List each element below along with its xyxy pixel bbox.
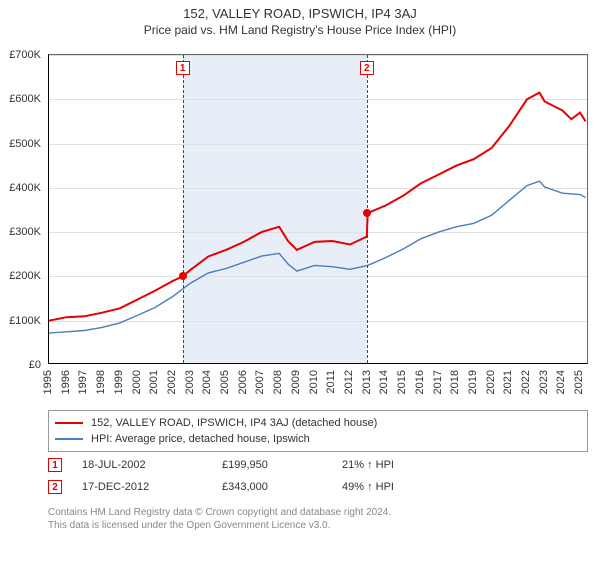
x-axis-label: 2021 — [502, 370, 514, 394]
sale-badge: 2 — [48, 480, 62, 494]
sale-date: 17-DEC-2012 — [82, 481, 222, 493]
chart-subtitle: Price paid vs. HM Land Registry's House … — [0, 23, 600, 37]
footer-line: Contains HM Land Registry data © Crown c… — [48, 506, 588, 519]
x-axis-label: 2025 — [573, 370, 585, 394]
legend-item: HPI: Average price, detached house, Ipsw… — [55, 431, 581, 447]
x-axis-label: 2020 — [485, 370, 497, 394]
x-axis-label: 2015 — [396, 370, 408, 394]
y-axis-label: £600K — [9, 93, 41, 105]
y-axis-label: £200K — [9, 270, 41, 282]
x-axis-label: 2017 — [432, 370, 444, 394]
x-axis-label: 2005 — [219, 370, 231, 394]
x-axis-label: 2019 — [467, 370, 479, 394]
x-axis-label: 1997 — [77, 370, 89, 394]
sale-diff: 21% ↑ HPI — [342, 459, 462, 471]
y-axis-label: £0 — [29, 359, 41, 371]
footer-line: This data is licensed under the Open Gov… — [48, 519, 588, 532]
x-axis-label: 2012 — [343, 370, 355, 394]
y-axis-label: £400K — [9, 182, 41, 194]
footer-attribution: Contains HM Land Registry data © Crown c… — [48, 506, 588, 532]
x-axis-label: 1999 — [113, 370, 125, 394]
marker-badge: 2 — [360, 61, 374, 75]
x-axis-label: 2013 — [361, 370, 373, 394]
x-axis-label: 2018 — [449, 370, 461, 394]
marker-dot — [363, 209, 371, 217]
x-axis-label: 2016 — [414, 370, 426, 394]
x-axis-label: 2007 — [254, 370, 266, 394]
x-axis-label: 1995 — [42, 370, 54, 394]
x-axis-label: 2022 — [520, 370, 532, 394]
x-axis-label: 2002 — [166, 370, 178, 394]
legend-swatch — [55, 438, 83, 440]
legend-item: 152, VALLEY ROAD, IPSWICH, IP4 3AJ (deta… — [55, 415, 581, 431]
legend-label: 152, VALLEY ROAD, IPSWICH, IP4 3AJ (deta… — [91, 415, 377, 431]
y-axis-label: £100K — [9, 315, 41, 327]
x-axis-label: 2024 — [555, 370, 567, 394]
x-axis-label: 2010 — [308, 370, 320, 394]
x-axis-label: 2023 — [538, 370, 550, 394]
series-line — [49, 181, 586, 333]
sale-date: 18-JUL-2002 — [82, 459, 222, 471]
y-axis-label: £300K — [9, 226, 41, 238]
x-axis-label: 2011 — [325, 370, 337, 394]
x-axis-label: 2006 — [237, 370, 249, 394]
x-axis-label: 1998 — [95, 370, 107, 394]
marker-dot — [179, 272, 187, 280]
sale-diff: 49% ↑ HPI — [342, 481, 462, 493]
marker-badge: 1 — [176, 61, 190, 75]
y-axis-label: £700K — [9, 49, 41, 61]
sale-price: £343,000 — [222, 481, 342, 493]
x-axis-label: 2014 — [378, 370, 390, 394]
table-row: 1 18-JUL-2002£199,95021% ↑ HPI — [48, 454, 588, 476]
marker-line — [183, 55, 184, 363]
sales-table: 1 18-JUL-2002£199,95021% ↑ HPI 2 17-DEC-201… — [48, 454, 588, 498]
chart-lines — [49, 55, 589, 365]
chart-title: 152, VALLEY ROAD, IPSWICH, IP4 3AJ — [0, 6, 600, 21]
x-axis-label: 2003 — [184, 370, 196, 394]
x-axis-label: 1996 — [60, 370, 72, 394]
series-line — [49, 93, 586, 321]
x-axis-label: 2004 — [201, 370, 213, 394]
x-axis-label: 2008 — [272, 370, 284, 394]
plot-area: £0£100K£200K£300K£400K£500K£600K£700K12 — [48, 54, 588, 364]
legend-label: HPI: Average price, detached house, Ipsw… — [91, 431, 310, 447]
x-axis-label: 2000 — [131, 370, 143, 394]
legend: 152, VALLEY ROAD, IPSWICH, IP4 3AJ (deta… — [48, 410, 588, 452]
x-axis-label: 2001 — [148, 370, 160, 394]
sale-price: £199,950 — [222, 459, 342, 471]
x-axis-label: 2009 — [290, 370, 302, 394]
legend-swatch — [55, 422, 83, 424]
x-axis-labels: 1995199619971998199920002001200220032004… — [48, 366, 588, 406]
table-row: 2 17-DEC-2012£343,00049% ↑ HPI — [48, 476, 588, 498]
y-axis-label: £500K — [9, 138, 41, 150]
sale-badge: 1 — [48, 458, 62, 472]
